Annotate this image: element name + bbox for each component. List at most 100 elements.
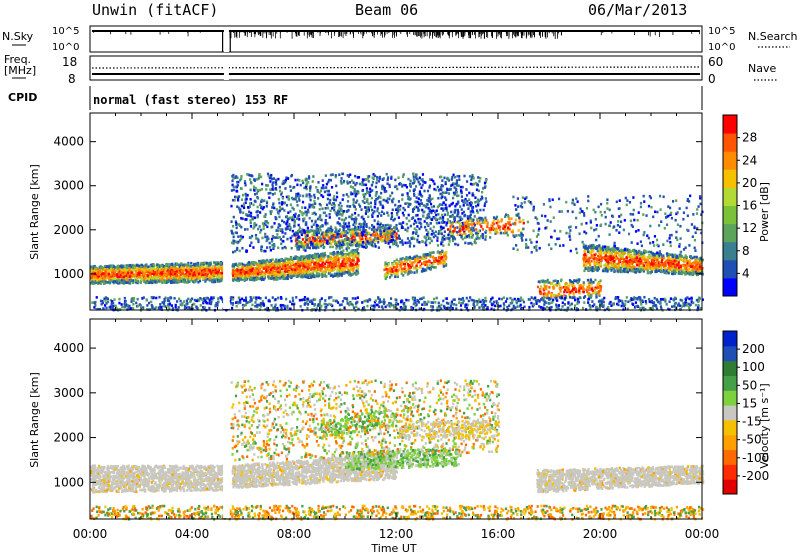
power-cell — [304, 265, 307, 269]
power-cell — [326, 230, 330, 234]
power-cell — [115, 281, 118, 284]
power-cell — [176, 267, 179, 271]
power-cell — [346, 269, 349, 273]
power-cell — [623, 260, 626, 264]
power-cell — [552, 293, 556, 297]
power-cell — [256, 269, 259, 273]
power-cell — [320, 257, 323, 261]
power-cell — [406, 268, 409, 271]
power-cell — [240, 265, 243, 269]
power-cell — [236, 264, 239, 268]
power-cell — [267, 263, 270, 267]
power-cell — [256, 275, 259, 279]
power-cell — [290, 276, 293, 280]
power-cell — [201, 265, 204, 268]
power-cell — [665, 269, 668, 273]
power-cell — [583, 253, 586, 257]
power-cell — [143, 277, 146, 280]
power-cell — [102, 272, 105, 275]
power-cell — [631, 249, 635, 253]
power-cell — [389, 237, 392, 241]
power-cell — [284, 277, 287, 280]
power-cell — [150, 270, 153, 273]
power-cell — [634, 271, 637, 274]
power-cell — [406, 263, 410, 266]
power-cell — [158, 265, 162, 268]
power-cell — [590, 288, 593, 291]
power-cell — [427, 260, 430, 264]
power-cell — [213, 280, 217, 284]
power-cell — [316, 235, 320, 239]
power-cell — [624, 262, 627, 266]
power-cell — [205, 269, 208, 272]
power-cell — [352, 256, 355, 259]
power-cell — [137, 272, 141, 276]
power-cell — [394, 266, 397, 269]
power-cell — [258, 259, 261, 263]
power-cell — [299, 263, 303, 267]
power-cell — [442, 265, 445, 268]
power-cell — [375, 239, 378, 242]
power-cell — [653, 252, 656, 256]
power-cell — [152, 277, 155, 280]
power-cell — [136, 268, 139, 272]
power-cell — [306, 267, 309, 271]
power-cell — [288, 257, 291, 261]
power-cell — [214, 268, 218, 272]
power-cell — [305, 255, 308, 258]
power-cell — [148, 279, 151, 282]
power-cell — [322, 271, 326, 275]
power-cell — [204, 261, 207, 265]
power-cell — [353, 271, 356, 275]
power-cell — [339, 252, 342, 255]
power-cell — [389, 235, 392, 239]
power-cell — [118, 275, 121, 279]
power-cell — [626, 270, 630, 274]
nave-tick-low: 0 — [708, 72, 716, 86]
power-cell — [402, 262, 406, 266]
power-cell — [620, 250, 623, 253]
power-cell — [147, 270, 150, 274]
power-cell — [303, 272, 306, 276]
power-cell — [199, 263, 202, 267]
power-cell — [349, 273, 353, 277]
power-cell — [214, 265, 217, 268]
power-cell — [140, 279, 143, 283]
power-cell — [180, 266, 183, 270]
power-cell — [442, 262, 445, 266]
power-cell — [295, 244, 298, 247]
power-cell — [375, 232, 379, 236]
power-cell — [576, 281, 580, 285]
power-cell — [169, 277, 172, 280]
power-cell — [643, 264, 646, 268]
power-cell — [140, 271, 143, 274]
power-cell — [425, 268, 428, 272]
power-cell — [586, 278, 590, 282]
power-cell — [422, 257, 425, 260]
power-cell — [338, 274, 341, 278]
power-cell — [103, 277, 106, 281]
power-cell — [332, 237, 335, 240]
power-cell — [289, 270, 292, 274]
power-cell — [360, 240, 363, 243]
power-cell — [673, 270, 677, 273]
power-cell — [317, 246, 320, 249]
power-cell — [232, 274, 235, 277]
power-cell — [699, 260, 702, 264]
power-cell — [369, 237, 372, 240]
power-cell — [395, 234, 398, 238]
power-cell — [310, 276, 313, 279]
power-cell — [582, 257, 585, 261]
power-cell — [665, 252, 669, 255]
power-cell — [272, 263, 275, 267]
power-cell — [207, 275, 210, 278]
power-cell — [554, 279, 557, 283]
power-cell — [95, 269, 98, 273]
power-cell — [417, 260, 420, 264]
power-cell — [159, 272, 162, 275]
power-cell — [401, 198, 404, 201]
power-cell — [265, 270, 268, 273]
power-cell — [313, 229, 316, 233]
power-cell — [234, 263, 237, 266]
power-cell — [136, 280, 139, 283]
